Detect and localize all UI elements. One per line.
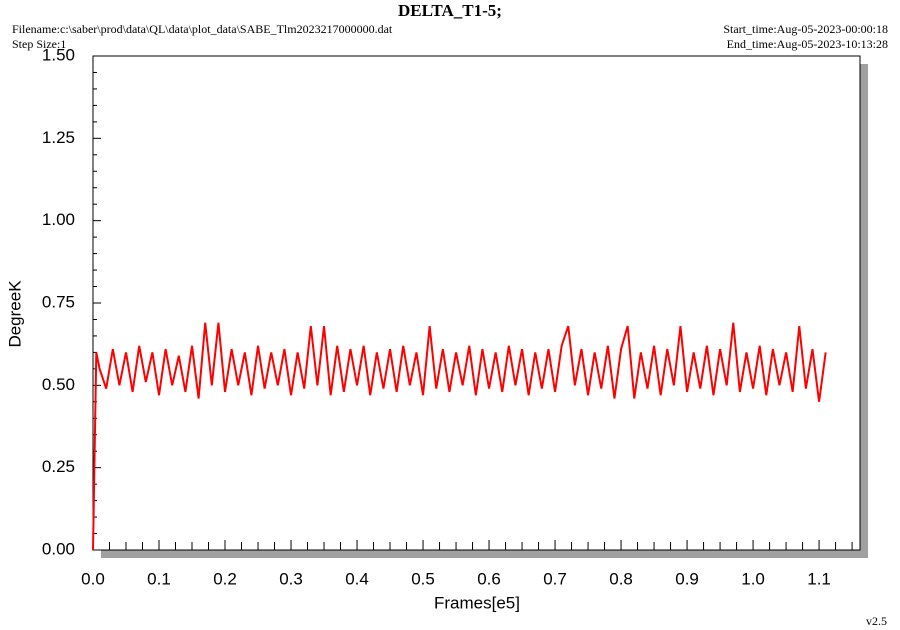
end-time: End_time:Aug-05-2023-10:13:28	[727, 37, 888, 51]
data-line	[92, 322, 827, 551]
y-tick-label: 1.50	[42, 45, 75, 64]
step-size: Step Size:1	[12, 37, 66, 51]
x-tick-label: 0.9	[675, 569, 699, 588]
filename: Filename:c:\saber\prod\data\QL\data\plot…	[12, 22, 393, 36]
chart-title: DELTA_T1-5;	[398, 1, 502, 20]
y-tick-label: 1.00	[42, 210, 75, 229]
y-axis-label: DegreeK	[5, 280, 24, 348]
x-tick-label: 0.7	[543, 569, 567, 588]
y-tick-label: 0.00	[42, 539, 75, 558]
x-tick-label: 0.8	[609, 569, 633, 588]
x-axis-label: Frames[e5]	[434, 593, 520, 612]
x-tick-label: 0.5	[411, 569, 435, 588]
plot-area	[92, 55, 861, 551]
x-tick-label: 0.2	[213, 569, 237, 588]
y-tick-label: 1.25	[42, 128, 75, 147]
x-tick-label: 0.0	[81, 569, 105, 588]
y-tick-label: 0.75	[42, 292, 75, 311]
x-tick-label: 0.3	[279, 569, 303, 588]
y-tick-label: 0.50	[42, 375, 75, 394]
x-tick-label: 0.6	[477, 569, 501, 588]
y-tick-label: 0.25	[42, 457, 75, 476]
version: v2.5	[866, 614, 887, 628]
x-tick-label: 1.1	[807, 569, 831, 588]
x-tick-label: 1.0	[741, 569, 765, 588]
x-tick-label: 0.4	[345, 569, 369, 588]
x-tick-label: 0.1	[147, 569, 171, 588]
start-time: Start_time:Aug-05-2023-00:00:18	[723, 22, 888, 36]
